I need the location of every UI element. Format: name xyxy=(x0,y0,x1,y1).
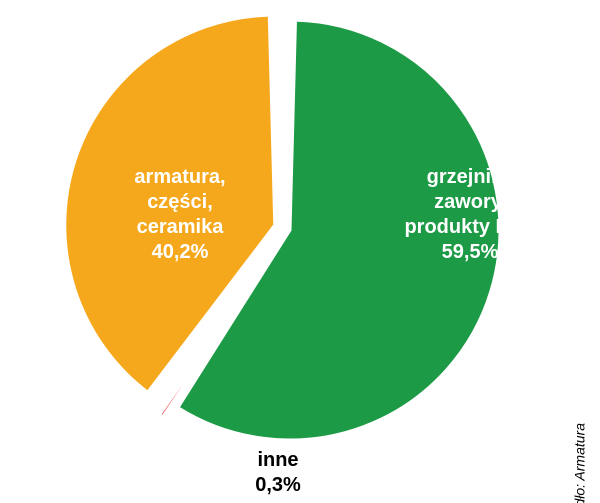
pie-chart: grzejniki, zawory, produkty B2B 59,5% in… xyxy=(0,0,600,503)
source-label: Źródło: Armatura xyxy=(572,423,588,503)
slice-label-red: inne 0,3% xyxy=(238,448,318,498)
slice-label-green: grzejniki, zawory, produkty B2B 59,5% xyxy=(390,165,550,265)
slice-label-orange: armatura, części, ceramika 40,2% xyxy=(110,165,250,265)
